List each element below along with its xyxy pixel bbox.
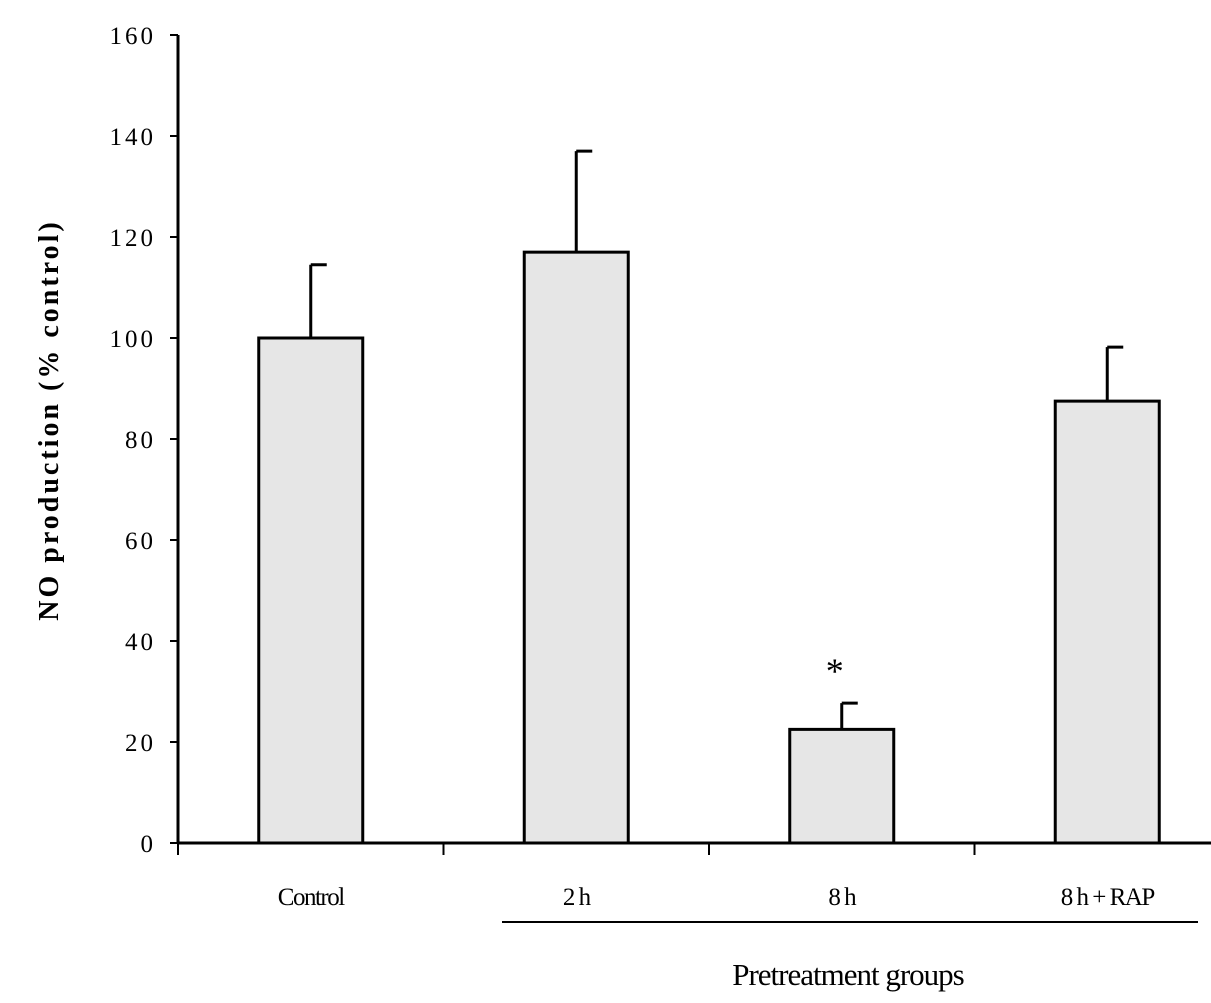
chart-marks: *: [257, 149, 1161, 845]
bar: [788, 727, 896, 845]
x-tick-label: 8 h: [828, 884, 857, 911]
significance-annotation: *: [826, 651, 844, 691]
y-axis-label: NO production (% control): [34, 219, 65, 620]
x-axis-ticks: Control 2 h 8 h 8 h + RAP: [177, 843, 1156, 911]
bar: [1053, 399, 1161, 845]
x-tick-label: 8 h + RAP: [1061, 884, 1155, 911]
y-tick-label: 160: [110, 23, 157, 50]
y-tick-label: 120: [110, 225, 157, 252]
y-axis-ticks: 0 20 40 60 80 100 120 140 160: [110, 23, 178, 858]
y-tick-label: 100: [110, 326, 157, 353]
x-tick-label: Control: [278, 884, 345, 911]
y-tick-label: 40: [125, 629, 156, 656]
x-tick-label: 2 h: [563, 884, 592, 911]
y-tick-label: 140: [110, 124, 157, 151]
y-tick-label: 60: [125, 528, 156, 555]
y-tick-label: 0: [141, 831, 157, 858]
x-axis-label: Pretreatment groups: [732, 957, 964, 992]
y-tick-label: 80: [125, 427, 156, 454]
bar: [522, 250, 630, 845]
bar: [257, 336, 365, 845]
y-tick-label: 20: [125, 730, 156, 757]
